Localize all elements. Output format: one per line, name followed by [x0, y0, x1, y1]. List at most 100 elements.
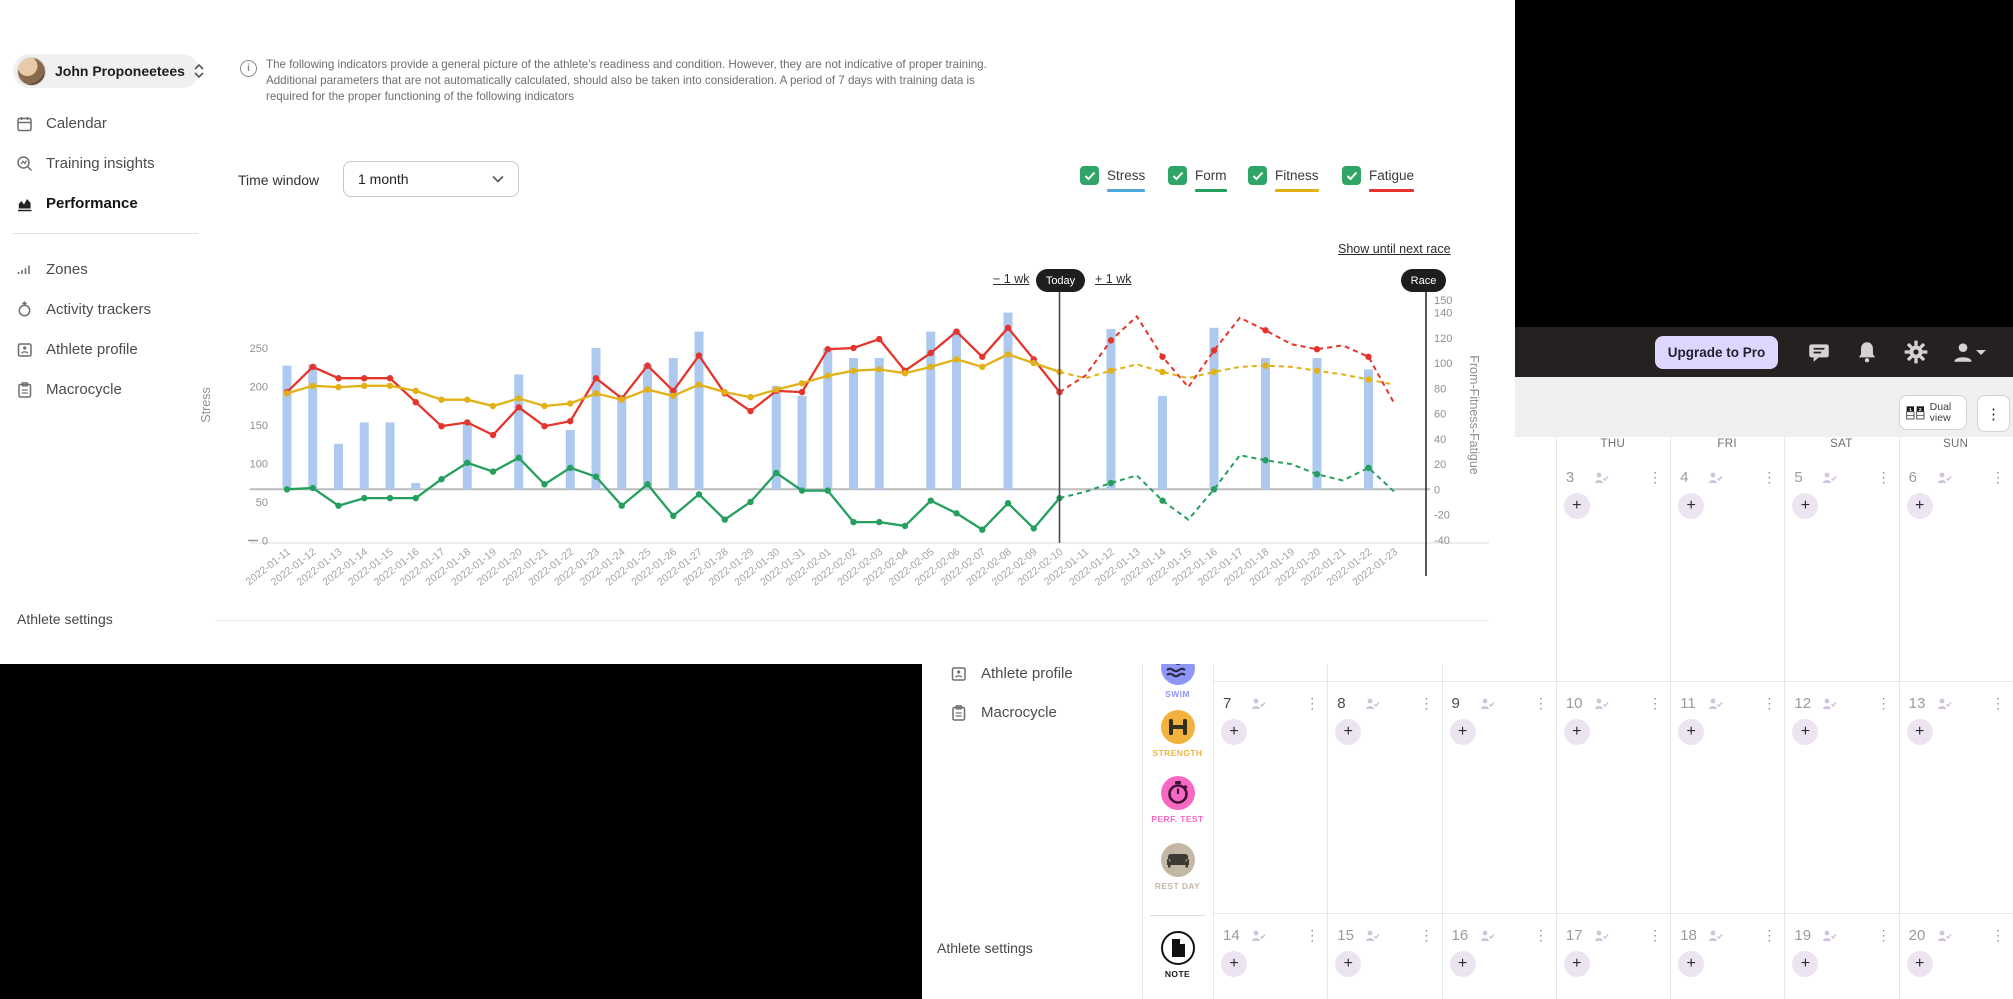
sidebar-item-athlete-profile[interactable]: Athlete profile: [950, 665, 1073, 682]
cell-kebab-icon[interactable]: ⋮: [1305, 695, 1320, 711]
add-workout-button[interactable]: +: [1792, 951, 1819, 977]
cell-kebab-icon[interactable]: ⋮: [1533, 927, 1548, 943]
checkbox-checked-icon[interactable]: [1248, 166, 1267, 185]
today-pill[interactable]: Today: [1036, 269, 1085, 292]
add-workout-button[interactable]: +: [1449, 719, 1476, 745]
sidebar-item-performance[interactable]: Performance: [16, 183, 206, 223]
calendar-cell-19[interactable]: 19 ⋮ +: [1784, 913, 1898, 999]
performance-window: John Proponeetees Calendar Training insig…: [0, 0, 1515, 664]
sidebar-item-macrocycle[interactable]: Macrocycle: [16, 369, 206, 409]
calendar-cell-8[interactable]: 8 ⋮ +: [1327, 681, 1441, 913]
cell-kebab-icon[interactable]: ⋮: [1419, 927, 1434, 943]
account-caret-icon[interactable]: [1974, 339, 1988, 365]
calendar-cell-18[interactable]: 18 ⋮ +: [1670, 913, 1784, 999]
stress-bar: [385, 422, 395, 490]
cell-kebab-icon[interactable]: ⋮: [1876, 695, 1891, 711]
add-workout-button[interactable]: +: [1792, 719, 1819, 745]
athlete-selector[interactable]: John Proponeetees: [13, 54, 204, 88]
legend-item-fatigue[interactable]: Fatigue: [1342, 166, 1415, 192]
time-window-select[interactable]: 1 month: [343, 161, 519, 197]
gear-icon[interactable]: [1903, 339, 1929, 365]
add-workout-button[interactable]: +: [1906, 951, 1933, 977]
legend-item-form[interactable]: Form: [1168, 166, 1227, 192]
calendar-cell-7[interactable]: 7 ⋮ +: [1213, 681, 1327, 913]
plus-one-week-link[interactable]: + 1 wk: [1095, 272, 1132, 286]
add-workout-button[interactable]: +: [1792, 493, 1819, 519]
sidebar-item-calendar[interactable]: Calendar: [16, 103, 206, 143]
perftest-icon[interactable]: [1160, 776, 1195, 810]
form-point: [773, 469, 780, 477]
dual-view-button[interactable]: 1 2 Dual view: [1899, 395, 1967, 430]
athlete-settings-link[interactable]: Athlete settings: [937, 940, 1033, 956]
calendar-cell-5[interactable]: 5 ⋮ +: [1784, 455, 1898, 681]
add-workout-button[interactable]: +: [1563, 719, 1590, 745]
calendar-cell-9[interactable]: 9 ⋮ +: [1442, 681, 1556, 913]
add-workout-button[interactable]: +: [1221, 951, 1247, 977]
calendar-cell-12[interactable]: 12 ⋮ +: [1784, 681, 1898, 913]
calendar-cell-20[interactable]: 20 ⋮ +: [1899, 913, 2013, 999]
upgrade-to-pro-button[interactable]: Upgrade to Pro: [1655, 336, 1778, 369]
cell-kebab-icon[interactable]: ⋮: [1419, 695, 1434, 711]
rail-item-strength[interactable]: STRENGTH: [1142, 710, 1213, 758]
calendar-cell-14[interactable]: 14 ⋮ +: [1213, 913, 1327, 999]
cell-kebab-icon[interactable]: ⋮: [1990, 469, 2005, 485]
cell-kebab-icon[interactable]: ⋮: [1762, 927, 1777, 943]
checkbox-checked-icon[interactable]: [1342, 166, 1361, 185]
add-workout-button[interactable]: +: [1221, 719, 1247, 745]
add-workout-button[interactable]: +: [1335, 951, 1362, 977]
legend-item-fitness[interactable]: Fitness: [1248, 166, 1319, 192]
sidebar-item-training-insights[interactable]: Training insights: [16, 143, 206, 183]
minus-one-week-link[interactable]: − 1 wk: [993, 272, 1030, 286]
cell-kebab-icon[interactable]: ⋮: [1876, 469, 1891, 485]
cell-kebab-icon[interactable]: ⋮: [1762, 695, 1777, 711]
checkbox-checked-icon[interactable]: [1080, 166, 1099, 185]
calendar-cell-13[interactable]: 13 ⋮ +: [1899, 681, 2013, 913]
cell-kebab-icon[interactable]: ⋮: [1648, 695, 1663, 711]
rail-item-note[interactable]: NOTE: [1142, 931, 1213, 979]
add-workout-button[interactable]: +: [1678, 719, 1705, 745]
sidebar-item-zones[interactable]: Zones: [16, 249, 206, 289]
checkbox-checked-icon[interactable]: [1168, 166, 1187, 185]
calendar-cell-17[interactable]: 17 ⋮ +: [1556, 913, 1670, 999]
cell-kebab-icon[interactable]: ⋮: [1876, 927, 1891, 943]
cell-kebab-icon[interactable]: ⋮: [1648, 469, 1663, 485]
rail-item-perf-test[interactable]: PERF. TEST: [1142, 776, 1213, 824]
show-until-next-race-link[interactable]: Show until next race: [1338, 242, 1451, 256]
add-workout-button[interactable]: +: [1335, 719, 1362, 745]
calendar-cell-6[interactable]: 6 ⋮ +: [1899, 455, 2013, 681]
add-workout-button[interactable]: +: [1678, 493, 1705, 519]
sidebar-item-macrocycle[interactable]: Macrocycle: [950, 704, 1057, 721]
sidebar-item-athlete-profile[interactable]: Athlete profile: [16, 329, 206, 369]
bell-icon[interactable]: [1854, 339, 1880, 365]
calendar-cell-15[interactable]: 15 ⋮ +: [1327, 913, 1441, 999]
cell-kebab-icon[interactable]: ⋮: [1990, 927, 2005, 943]
toolbar-kebab-button[interactable]: ⋮: [1977, 395, 2010, 432]
stress-bar: [694, 331, 704, 490]
account-icon[interactable]: [1950, 339, 1976, 365]
cell-kebab-icon[interactable]: ⋮: [1648, 927, 1663, 943]
calendar-cell-11[interactable]: 11 ⋮ +: [1670, 681, 1784, 913]
strength-icon[interactable]: [1160, 710, 1195, 744]
add-workout-button[interactable]: +: [1563, 493, 1590, 519]
athlete-settings-link[interactable]: Athlete settings: [17, 611, 113, 627]
cell-kebab-icon[interactable]: ⋮: [1762, 469, 1777, 485]
calendar-cell-16[interactable]: 16 ⋮ +: [1442, 913, 1556, 999]
cell-kebab-icon[interactable]: ⋮: [1305, 927, 1320, 943]
legend-item-stress[interactable]: Stress: [1080, 166, 1146, 192]
chat-icon[interactable]: [1806, 339, 1832, 365]
calendar-cell-3[interactable]: 3 ⋮ +: [1556, 455, 1670, 681]
add-workout-button[interactable]: +: [1678, 951, 1705, 977]
add-workout-button[interactable]: +: [1449, 951, 1476, 977]
add-workout-button[interactable]: +: [1563, 951, 1590, 977]
add-workout-button[interactable]: +: [1906, 719, 1933, 745]
restday-icon[interactable]: [1160, 843, 1195, 877]
note-icon[interactable]: [1160, 931, 1195, 965]
add-workout-button[interactable]: +: [1906, 493, 1933, 519]
sidebar-item-activity-trackers[interactable]: Activity trackers: [16, 289, 206, 329]
rail-item-rest-day[interactable]: REST DAY: [1142, 843, 1213, 891]
cell-kebab-icon[interactable]: ⋮: [1533, 695, 1548, 711]
cell-kebab-icon[interactable]: ⋮: [1990, 695, 2005, 711]
race-pill[interactable]: Race: [1401, 269, 1446, 292]
calendar-cell-4[interactable]: 4 ⋮ +: [1670, 455, 1784, 681]
calendar-cell-10[interactable]: 10 ⋮ +: [1556, 681, 1670, 913]
